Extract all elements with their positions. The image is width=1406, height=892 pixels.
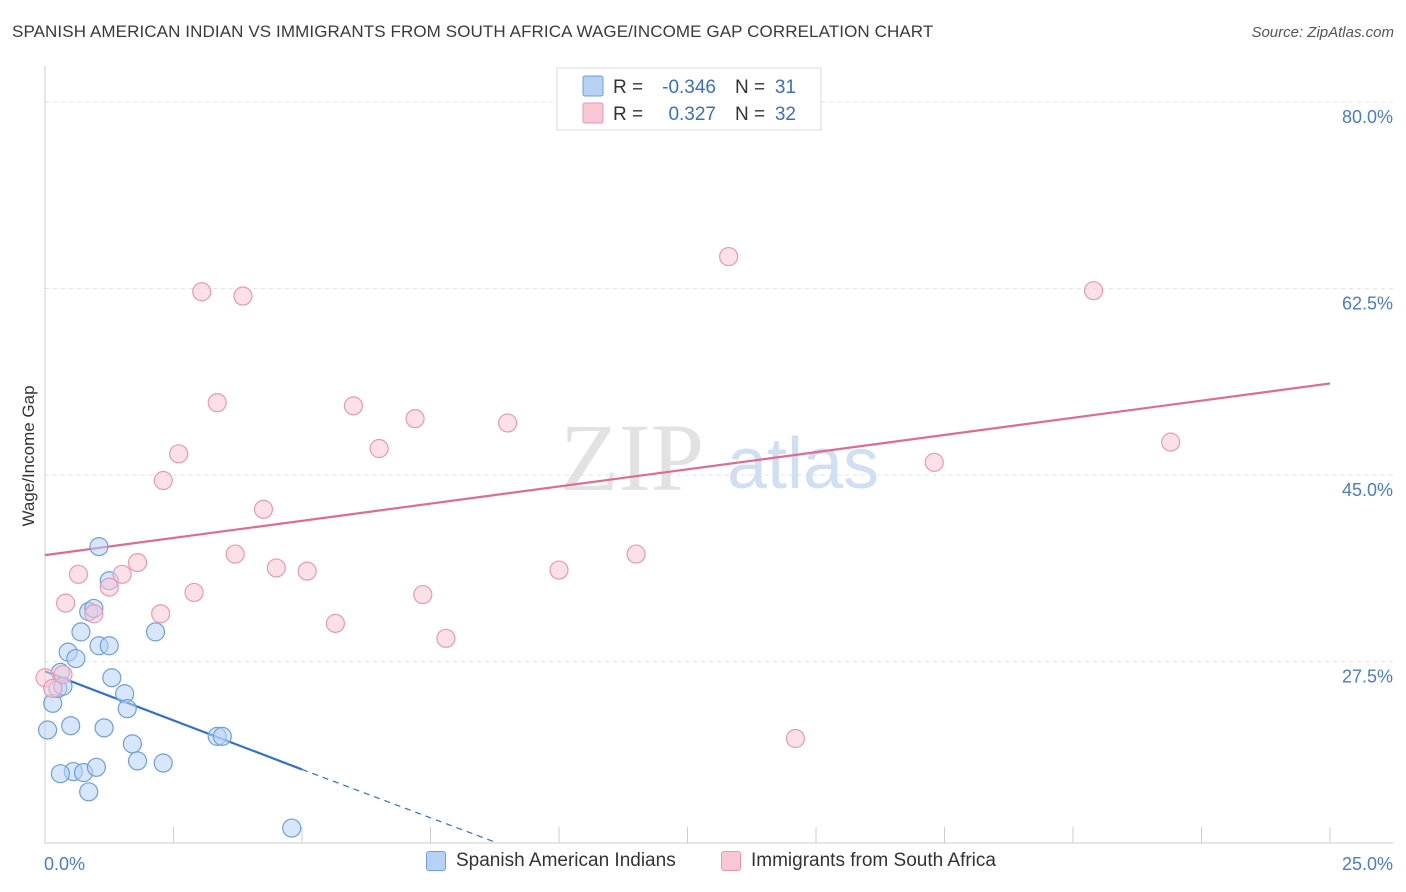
point-blue (37, 720, 58, 740)
point-blue (79, 782, 99, 802)
legend-n-label-1: N = (735, 77, 765, 98)
point-pink (84, 604, 104, 624)
y-tick-label: 27.5% (1342, 667, 1393, 687)
x-tick-label-min: 0.0% (44, 854, 85, 874)
y-tick-label: 45.0% (1342, 480, 1393, 500)
point-pink (325, 613, 346, 633)
trend-lines (44, 382, 1331, 844)
point-blue (66, 648, 86, 669)
legend-n-label-2: N = (735, 104, 765, 125)
point-blue (94, 718, 114, 738)
point-pink (233, 286, 253, 306)
legend-swatch (721, 851, 741, 871)
point-blue (50, 764, 71, 784)
x-tick-label-max: 25.0% (1342, 854, 1393, 874)
stats-legend: R = -0.346 N = 31 R = 0.327 N = 32 (556, 67, 822, 131)
point-pink (53, 664, 73, 685)
legend-label: Immigrants from South Africa (751, 850, 996, 871)
point-pink (207, 393, 227, 413)
point-pink (549, 560, 569, 580)
legend-item-spanish-american-indians: Spanish American Indians (426, 850, 676, 872)
point-pink (297, 561, 317, 581)
point-pink (369, 438, 389, 459)
point-pink (498, 413, 518, 433)
point-blue (117, 699, 137, 719)
trend-line-pink (44, 382, 1331, 557)
point-pink (436, 628, 456, 648)
y-tick-label: 80.0% (1342, 107, 1393, 127)
point-pink (253, 499, 274, 519)
legend-swatch-pink (582, 102, 604, 124)
point-blue (282, 818, 302, 838)
trend-line-blue-extension (301, 768, 498, 844)
point-pink (626, 544, 646, 564)
series-legend: Spanish American Indians Immigrants from… (0, 850, 1406, 880)
point-pink (112, 564, 132, 584)
point-pink (924, 452, 944, 472)
legend-n-value-2: 32 (775, 104, 796, 125)
legend-n-value-1: 31 (775, 77, 796, 98)
watermark-zip: ZIP (560, 404, 704, 511)
point-pink (266, 558, 286, 578)
point-pink (343, 396, 363, 416)
point-pink (127, 552, 148, 573)
legend-r-label-1: R = (613, 77, 643, 98)
trend-line-blue (44, 670, 303, 771)
point-pink (1161, 432, 1181, 452)
point-blue (122, 734, 142, 754)
point-blue (61, 716, 81, 736)
gridlines (45, 101, 1393, 663)
point-pink (169, 444, 189, 464)
legend-item-immigrants-from-south-africa: Immigrants from South Africa (721, 850, 996, 872)
point-pink (225, 544, 245, 564)
point-blue (99, 636, 119, 656)
point-pink (153, 470, 173, 491)
watermark-atlas: atlas (727, 424, 879, 504)
point-blue (71, 622, 91, 642)
chart-title: SPANISH AMERICAN INDIAN VS IMMIGRANTS FR… (12, 22, 934, 41)
point-blue (102, 668, 122, 688)
point-pink (413, 584, 433, 605)
point-pink (719, 246, 739, 267)
point-pink (785, 728, 806, 749)
point-blue (127, 751, 148, 771)
legend-swatch (426, 851, 446, 871)
point-pink (192, 282, 212, 302)
legend-label: Spanish American Indians (456, 850, 676, 871)
point-pink (151, 604, 171, 624)
point-blue (86, 757, 107, 777)
legend-swatch-blue (582, 75, 604, 97)
legend-r-value-1: -0.346 (662, 77, 716, 98)
point-pink (55, 593, 76, 613)
point-pink (43, 678, 63, 699)
point-pink (68, 564, 89, 584)
y-tick-label: 62.5% (1342, 294, 1393, 314)
point-pink (184, 582, 204, 603)
point-blue (153, 753, 173, 773)
legend-r-value-2: 0.327 (668, 104, 716, 125)
point-pink (99, 577, 119, 597)
watermark: ZIP atlas (560, 404, 879, 511)
point-pink (405, 409, 425, 429)
point-blue (89, 536, 109, 557)
y-axis-label: Wage/Income Gap (19, 385, 38, 526)
point-blue (145, 622, 166, 642)
source-label: Source: ZipAtlas.com (1251, 24, 1394, 41)
axes: 27.5% 45.0% 62.5% 80.0% 0.0% 25.0% (44, 66, 1393, 874)
legend-r-label-2: R = (613, 104, 643, 125)
point-pink (1083, 281, 1104, 301)
data-points (35, 246, 1181, 838)
point-blue (212, 726, 232, 746)
